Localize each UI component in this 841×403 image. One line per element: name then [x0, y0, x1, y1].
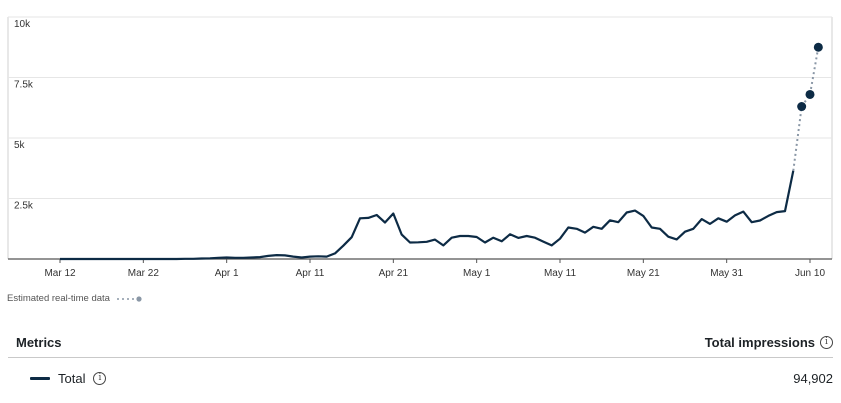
metric-row-total: Total i 94,902 — [30, 368, 833, 388]
x-tick-label: Apr 11 — [296, 268, 325, 279]
x-tick-label: May 11 — [544, 268, 576, 279]
info-icon[interactable]: i — [820, 335, 833, 349]
x-axis-ticks: Mar 12 Mar 22 Apr 1 Apr 11 Apr 21 May 1 May 11… — [44, 259, 825, 279]
x-tick-label: Jun 10 — [795, 268, 825, 279]
x-tick-label: Apr 1 — [215, 268, 239, 279]
y-axis-ticks: 10k 7.5k 5k 2.5k — [14, 19, 34, 212]
x-tick-label: May 21 — [627, 268, 660, 279]
total-impressions-header: Total impressions i — [705, 335, 833, 350]
x-tick-label: May 31 — [710, 268, 743, 279]
estimated-line — [792, 47, 820, 171]
info-icon[interactable]: i — [93, 371, 107, 385]
x-tick-label: Mar 12 — [44, 268, 76, 279]
estimated-data-legend: Estimated real-time data — [7, 293, 142, 304]
total-impressions-label: Total impressions — [704, 334, 815, 350]
estimated-point[interactable] — [813, 42, 823, 52]
series-line-total — [60, 170, 795, 261]
divider — [8, 357, 833, 358]
series-swatch — [30, 376, 50, 380]
x-tick-label: Apr 21 — [379, 268, 409, 279]
metric-value: 94,902 — [793, 370, 833, 386]
metrics-title: Metrics — [16, 334, 62, 350]
estimated-data-label: Estimated real-time data — [7, 293, 110, 304]
estimated-point[interactable] — [805, 89, 815, 99]
estimated-point[interactable] — [797, 102, 807, 112]
series-layer — [60, 42, 823, 261]
y-tick-label: 2.5k — [14, 201, 34, 212]
y-tick-label: 5k — [14, 140, 26, 151]
x-tick-label: May 1 — [463, 268, 491, 279]
dotted-line-icon — [116, 295, 142, 302]
x-tick-label: Mar 22 — [128, 268, 160, 279]
y-tick-label: 7.5k — [14, 80, 34, 91]
y-tick-label: 10k — [14, 19, 31, 30]
metric-label: Total — [58, 370, 86, 386]
impressions-line-chart: 10k 7.5k 5k 2.5k Mar 12 Mar 22 Apr 1 Apr 11 Apr… — [7, 16, 833, 279]
metrics-header: Metrics Total impressions i — [16, 328, 833, 356]
